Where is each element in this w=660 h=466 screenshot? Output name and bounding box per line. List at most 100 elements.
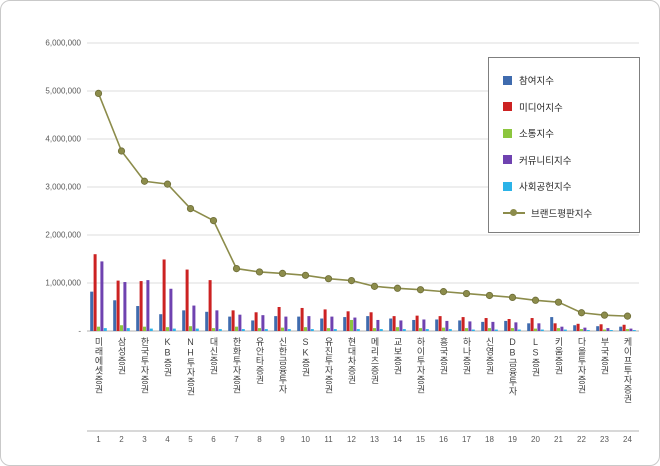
legend-label: 브랜드평판지수 <box>531 208 593 220</box>
bar-participation <box>320 318 324 331</box>
legend-label: 미디어지수 <box>519 102 563 114</box>
bar-community <box>192 305 196 331</box>
brand-index-marker <box>232 264 241 273</box>
rank-number: 21 <box>554 435 563 444</box>
bar-social <box>172 328 176 331</box>
bar-participation <box>504 320 508 331</box>
bar-media <box>507 319 511 331</box>
x-category-label: 케이프투자증권 <box>622 337 633 404</box>
bar-community <box>537 323 541 331</box>
bar-social <box>149 328 153 331</box>
bar-communication <box>189 326 192 331</box>
rank-number: 14 <box>393 435 402 444</box>
bar-media <box>116 280 120 331</box>
bar-social <box>195 328 199 331</box>
bar-social <box>609 330 613 331</box>
brand-index-marker <box>163 180 172 188</box>
brand-index-line <box>97 93 628 317</box>
bar-communication <box>212 328 215 331</box>
bar-communication <box>488 328 491 331</box>
bar-social <box>471 329 475 331</box>
bar-communication <box>373 328 376 331</box>
bar-communication <box>327 328 330 331</box>
bar-community <box>100 261 104 331</box>
brand-index-marker <box>347 276 356 285</box>
brand-index-marker <box>462 289 471 298</box>
bar-media <box>599 324 603 331</box>
bar-social <box>241 329 245 331</box>
bar-media <box>300 307 304 331</box>
bar-community <box>491 321 495 331</box>
bar-media <box>530 318 534 331</box>
bar-communication <box>534 328 537 331</box>
bar-social <box>540 329 544 331</box>
bar-community <box>261 315 265 331</box>
bar-participation <box>435 319 439 331</box>
brand-index-marker <box>186 205 195 213</box>
brand-index-marker <box>508 293 517 301</box>
bar-participation <box>136 306 140 331</box>
rank-number: 1 <box>96 435 101 444</box>
bar-community <box>215 310 219 331</box>
brand-index-marker <box>439 288 448 296</box>
bar-social <box>333 329 337 331</box>
participation-swatch-icon <box>503 75 512 85</box>
brand-index-marker <box>94 89 103 98</box>
bar-social <box>517 329 521 331</box>
brand-index-marker <box>255 268 264 276</box>
legend-item-communication: 소통지수 <box>503 120 639 147</box>
communication-swatch-icon <box>503 128 512 138</box>
rank-number: 8 <box>257 435 262 444</box>
bar-media <box>553 323 557 331</box>
social-swatch-icon <box>503 181 512 191</box>
bar-participation <box>274 316 278 331</box>
bar-media <box>484 318 488 331</box>
legend-item-community: 커뮤니티지수 <box>503 147 639 174</box>
bar-media <box>208 280 212 331</box>
bar-communication <box>603 329 606 331</box>
x-category-label: NH투자증권 <box>185 337 196 396</box>
legend-item-participation: 참여지수 <box>503 67 639 94</box>
legend-item-brand: 브랜드평판지수 <box>503 200 639 227</box>
bar-media <box>323 309 327 331</box>
brand-index-marker <box>140 177 149 185</box>
x-category-label: 메리츠증권 <box>369 337 380 385</box>
x-category-label: SK증권 <box>300 337 311 377</box>
legend-item-social: 사회공헌지수 <box>503 173 639 200</box>
bar-media <box>461 317 465 331</box>
bar-social <box>218 329 222 331</box>
bar-communication <box>557 328 560 331</box>
bar-communication <box>258 328 261 331</box>
bar-participation <box>182 310 186 331</box>
chart-legend: 참여지수 미디어지수 소통지수 커뮤니티지수 사회공헌지수 브랜드평판지수 <box>488 57 640 233</box>
bar-communication <box>419 328 422 331</box>
brand-index-marker <box>301 271 310 279</box>
bar-media <box>277 307 281 331</box>
bar-community <box>468 321 472 331</box>
bar-community <box>330 316 334 331</box>
media-swatch-icon <box>503 102 512 112</box>
x-category-label: 하나증권 <box>461 337 472 375</box>
bar-community <box>146 280 150 331</box>
bar-media <box>185 269 189 331</box>
x-category-label: 신한금융투자 <box>277 337 288 394</box>
rank-number: 24 <box>623 435 632 444</box>
legend-label: 소통지수 <box>519 129 554 141</box>
y-axis-label: - <box>78 327 81 336</box>
brand-index-marker <box>393 284 402 292</box>
bar-community <box>606 328 610 331</box>
bar-participation <box>389 318 393 331</box>
bar-participation <box>481 321 485 331</box>
bar-communication <box>304 327 307 331</box>
rank-number: 3 <box>142 435 147 444</box>
bar-community <box>238 314 242 331</box>
x-category-label: KB증권 <box>162 337 173 377</box>
bar-social <box>310 329 314 331</box>
bar-media <box>576 323 580 331</box>
bar-social <box>563 329 567 331</box>
y-axis-label: 4,000,000 <box>45 135 81 144</box>
brand-index-marker <box>531 296 540 304</box>
rank-number: 13 <box>370 435 379 444</box>
bar-participation <box>297 316 301 331</box>
